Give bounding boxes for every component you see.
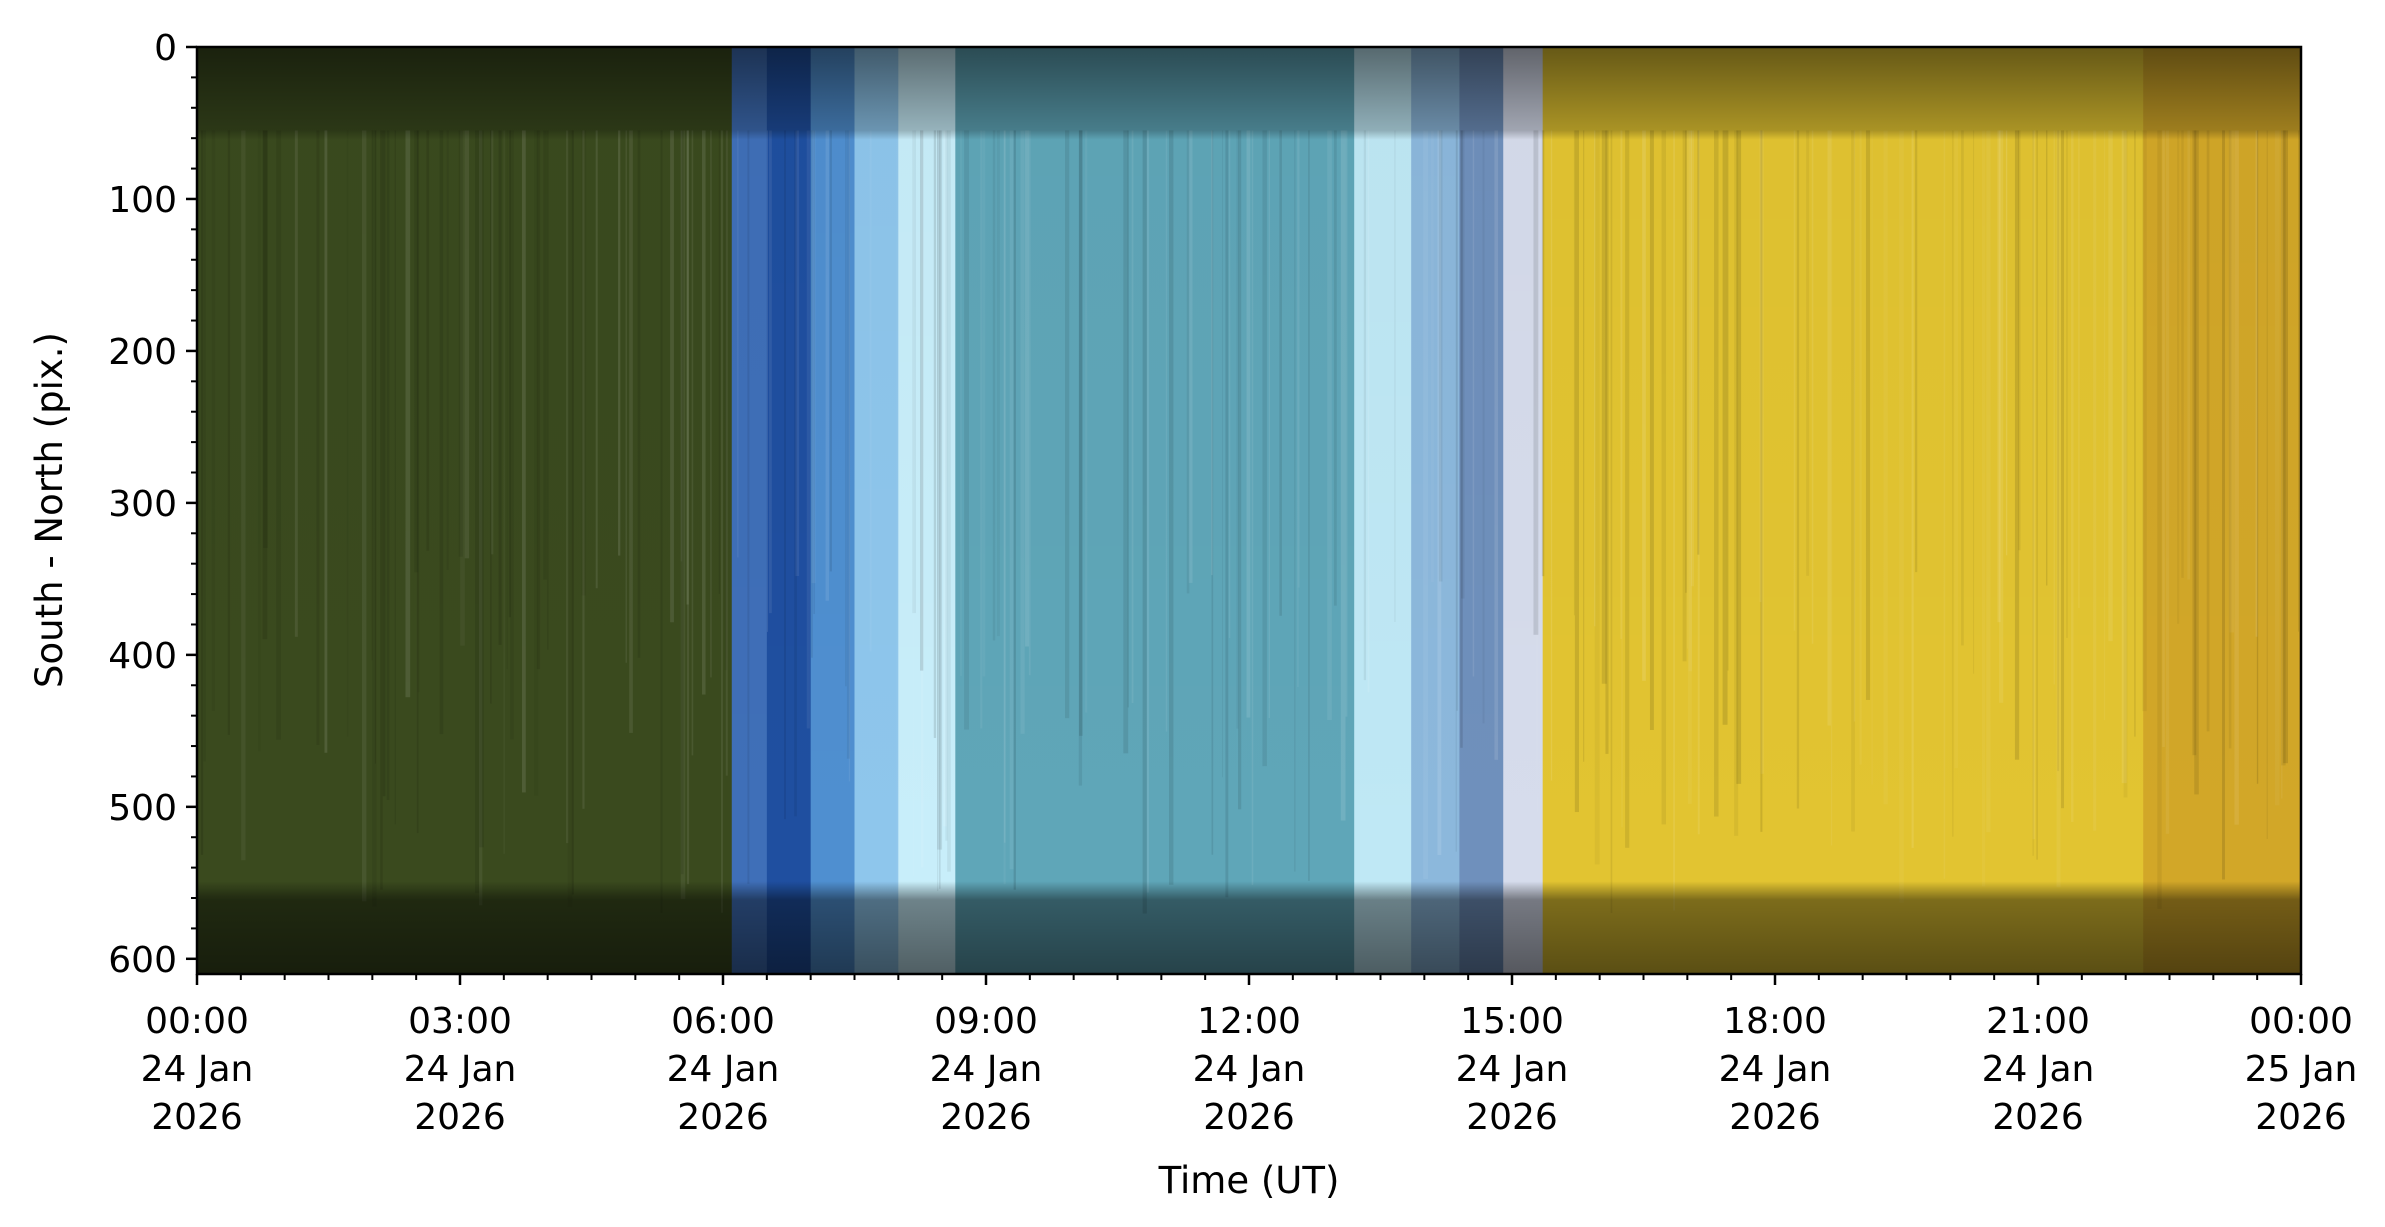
y-tick-label: 500 <box>108 788 177 829</box>
y-axis: 0 100 200 300 400 500 600 <box>108 28 197 981</box>
x-tick-label: 15:00 24 Jan 2026 <box>1456 1001 1569 1138</box>
x-axis-label: Time (UT) <box>1158 1159 1340 1202</box>
x-tick-label: 00:00 24 Jan 2026 <box>141 1001 254 1138</box>
y-tick-label: 100 <box>108 180 177 221</box>
plot-area <box>197 47 2301 974</box>
y-tick-label: 600 <box>108 940 177 981</box>
x-tick-label: 18:00 24 Jan 2026 <box>1719 1001 1832 1138</box>
x-tick-label: 06:00 24 Jan 2026 <box>667 1001 780 1138</box>
x-tick-label: 03:00 24 Jan 2026 <box>404 1001 517 1138</box>
y-axis-label: South - North (pix.) <box>28 332 71 688</box>
edge-band-shading <box>197 47 2301 974</box>
y-tick-label: 200 <box>108 332 177 373</box>
x-tick-label: 09:00 24 Jan 2026 <box>930 1001 1043 1138</box>
y-tick-label: 400 <box>108 636 177 677</box>
x-axis: 00:00 24 Jan 2026 03:00 24 Jan 2026 06:00 24 Ja… <box>141 974 2358 1138</box>
x-tick-label: 12:00 24 Jan 2026 <box>1193 1001 1306 1138</box>
y-tick-label: 0 <box>154 28 177 69</box>
y-tick-label: 300 <box>108 484 177 525</box>
x-tick-label: 21:00 24 Jan 2026 <box>1982 1001 2095 1138</box>
x-tick-label: 00:00 25 Jan 2026 <box>2245 1001 2358 1138</box>
